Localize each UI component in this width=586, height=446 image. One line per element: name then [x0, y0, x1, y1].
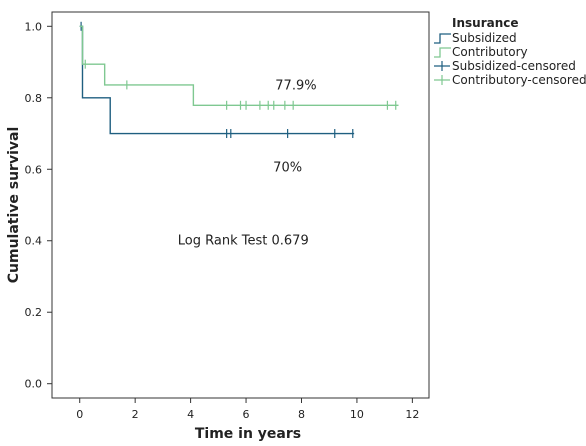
- plot-frame: [51, 11, 430, 399]
- x-tick-label: 10: [350, 408, 364, 421]
- y-axis-title: Cumulative survival: [6, 127, 22, 284]
- legend-label-subsidized-censored: Subsidized-censored: [452, 59, 576, 73]
- y-tick-label: 0.2: [25, 306, 43, 319]
- legend-swatch-subsidized-censored: [434, 61, 450, 71]
- y-tick-label: 0.0: [25, 378, 43, 391]
- legend-swatch-contributory-censored: [434, 75, 450, 85]
- y-tick-label: 1.0: [25, 20, 43, 33]
- annotation-label: 70%: [273, 160, 302, 175]
- legend-label-contributory: Contributory: [452, 45, 528, 59]
- x-axis: 0 2 4 6 8 10 12: [76, 398, 419, 421]
- x-axis-title: Time in years: [195, 426, 301, 442]
- y-tick-label: 0.6: [25, 163, 43, 176]
- plot-series: [79, 21, 399, 139]
- legend-title: Insurance: [452, 16, 519, 30]
- y-axis: 0.0 0.2 0.4 0.6 0.8 1.0: [25, 20, 52, 391]
- legend-label-contributory-censored: Contributory-censored: [452, 73, 586, 87]
- legend: Insurance SubsidizedContributorySubsidiz…: [434, 16, 586, 87]
- annotations: 77.9% 70% Log Rank Test 0.679: [178, 78, 317, 248]
- x-tick-label: 6: [243, 408, 250, 421]
- y-tick-label: 0.4: [25, 235, 43, 248]
- x-tick-label: 0: [76, 408, 83, 421]
- x-tick-label: 4: [187, 408, 194, 421]
- x-tick-label: 2: [132, 408, 139, 421]
- series-line-contributory: [79, 25, 399, 106]
- annotation-label: Log Rank Test 0.679: [178, 234, 309, 249]
- x-tick-label: 12: [405, 408, 419, 421]
- legend-swatch-subsidized: [434, 33, 451, 44]
- y-tick-label: 0.8: [25, 92, 43, 105]
- annotation-label: 77.9%: [275, 78, 316, 93]
- x-tick-label: 8: [298, 408, 305, 421]
- legend-label-subsidized: Subsidized: [452, 31, 517, 45]
- legend-swatch-contributory: [434, 47, 451, 58]
